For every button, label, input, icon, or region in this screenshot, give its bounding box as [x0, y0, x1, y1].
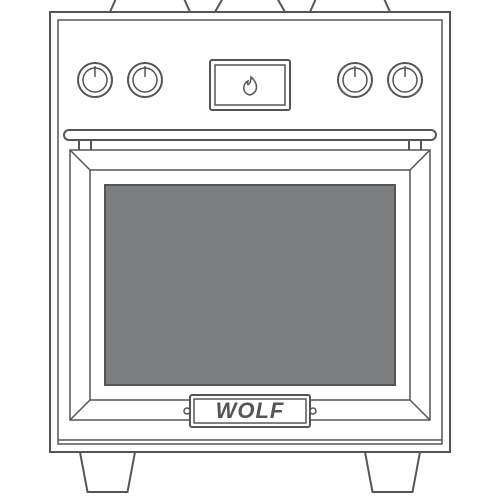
knob-4	[388, 63, 422, 97]
knob-1	[78, 63, 112, 97]
control-display	[210, 60, 290, 110]
burner-1	[110, 0, 190, 12]
burner-3	[310, 0, 390, 12]
burner-2	[215, 0, 285, 12]
knob-3	[338, 63, 372, 97]
brand-text: WOLF	[216, 398, 285, 423]
oven-window	[105, 185, 395, 385]
leg-right	[365, 452, 420, 492]
knob-2	[128, 63, 162, 97]
leg-left	[80, 452, 135, 492]
